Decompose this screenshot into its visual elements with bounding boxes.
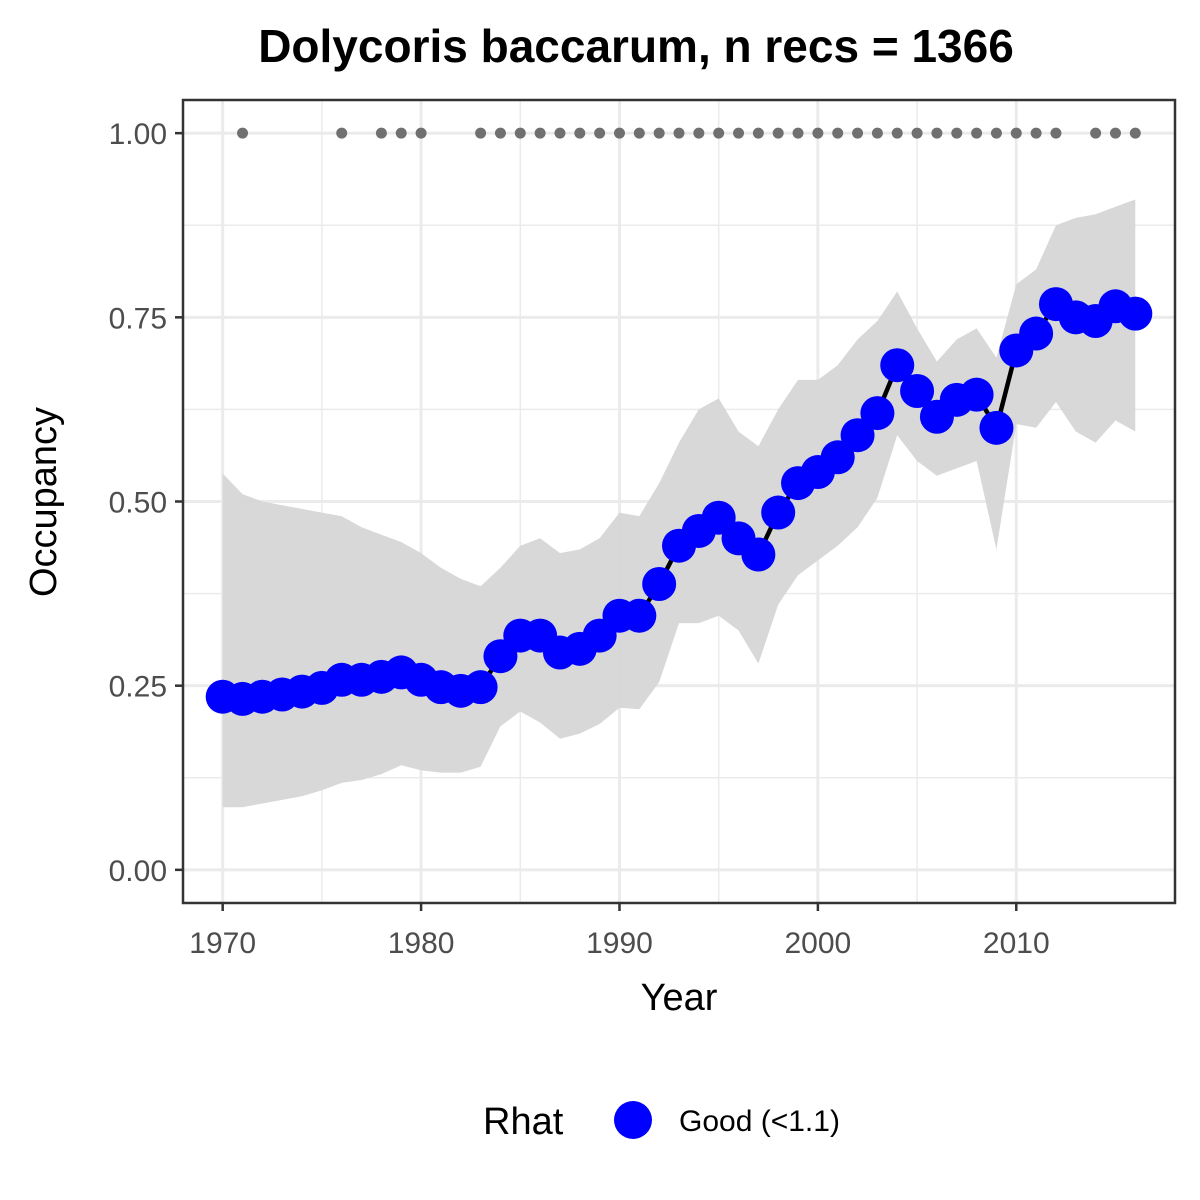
record-marker — [415, 127, 427, 139]
legend-title: Rhat — [483, 1101, 564, 1143]
y-tick-label: 0.00 — [109, 855, 167, 888]
record-marker — [713, 127, 725, 139]
record-marker — [633, 127, 645, 139]
record-marker — [772, 127, 784, 139]
data-point — [1019, 316, 1054, 351]
y-tick-label: 0.50 — [109, 487, 167, 520]
data-point — [622, 598, 657, 633]
record-marker — [395, 127, 407, 139]
record-marker — [1030, 127, 1042, 139]
record-marker — [514, 127, 526, 139]
record-marker — [733, 127, 745, 139]
record-marker — [554, 127, 566, 139]
x-axis-title: Year — [641, 977, 718, 1019]
credible-interval-ribbon — [222, 199, 1136, 808]
x-tick-label: 1980 — [388, 927, 455, 960]
y-axis-title: Occupancy — [23, 407, 65, 597]
legend: Rhat Good (<1.1) — [483, 1101, 840, 1143]
record-marker — [832, 127, 844, 139]
data-point — [979, 410, 1014, 445]
x-axis: 1970 1980 1990 2000 2010 — [189, 903, 1050, 960]
record-marker — [613, 127, 625, 139]
record-marker — [494, 127, 506, 139]
record-marker — [534, 127, 546, 139]
x-tick-label: 1970 — [189, 927, 256, 960]
occupancy-points — [205, 287, 1153, 716]
record-marker — [653, 127, 665, 139]
record-year-markers — [237, 127, 1141, 139]
plot-panel — [181, 98, 1177, 905]
record-marker — [574, 127, 586, 139]
data-point — [1118, 296, 1153, 331]
record-marker — [375, 127, 387, 139]
record-marker — [1129, 127, 1141, 139]
y-tick-label: 0.25 — [109, 671, 167, 704]
data-point — [463, 670, 498, 705]
record-marker — [852, 127, 864, 139]
data-point — [642, 567, 677, 602]
legend-key-good — [614, 1101, 652, 1139]
data-point — [860, 396, 895, 431]
y-tick-label: 0.75 — [109, 302, 167, 335]
data-point — [820, 440, 855, 475]
y-axis: 0.00 0.25 0.50 0.75 1.00 — [109, 118, 183, 888]
legend-label-good: Good (<1.1) — [679, 1105, 840, 1138]
data-point — [880, 348, 915, 383]
record-marker — [693, 127, 705, 139]
x-tick-label: 2000 — [785, 927, 852, 960]
record-marker — [673, 127, 685, 139]
data-point — [959, 377, 994, 412]
x-tick-label: 2010 — [983, 927, 1050, 960]
data-point — [900, 373, 935, 408]
record-marker — [475, 127, 487, 139]
record-marker — [752, 127, 764, 139]
data-point — [741, 537, 776, 572]
record-marker — [1050, 127, 1062, 139]
record-marker — [911, 127, 923, 139]
record-marker — [1090, 127, 1102, 139]
data-point — [840, 418, 875, 453]
record-marker — [812, 127, 824, 139]
x-tick-label: 1990 — [586, 927, 653, 960]
record-marker — [237, 127, 249, 139]
record-marker — [336, 127, 348, 139]
record-marker — [951, 127, 963, 139]
data-point — [761, 495, 796, 530]
record-marker — [1109, 127, 1121, 139]
chart-title: Dolycoris baccarum, n recs = 1366 — [258, 20, 1014, 72]
record-marker — [971, 127, 983, 139]
record-marker — [990, 127, 1002, 139]
record-marker — [891, 127, 903, 139]
record-marker — [931, 127, 943, 139]
record-marker — [1010, 127, 1022, 139]
record-marker — [871, 127, 883, 139]
y-tick-label: 1.00 — [109, 118, 167, 151]
record-marker — [792, 127, 804, 139]
record-marker — [594, 127, 606, 139]
